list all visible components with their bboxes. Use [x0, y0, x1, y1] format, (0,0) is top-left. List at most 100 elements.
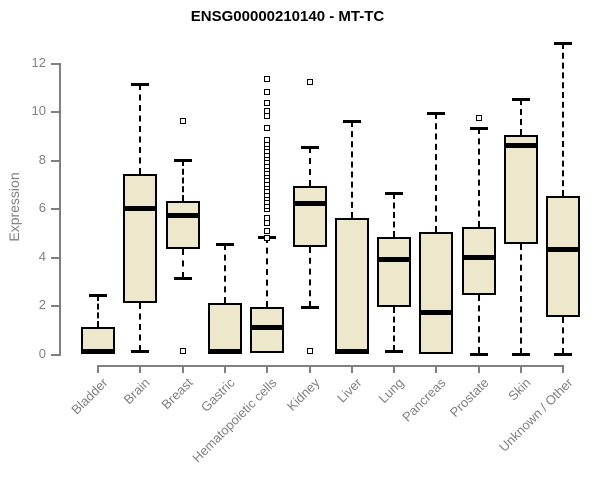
whisker-cap-lower-kidney: [300, 306, 319, 310]
whisker-lower-brain: [139, 302, 142, 352]
outlier-kidney: [306, 348, 313, 355]
y-tick-label: 10: [31, 103, 46, 118]
x-axis-tick: [435, 365, 438, 373]
whisker-cap-upper-prostate: [469, 126, 488, 130]
x-axis-tick: [393, 365, 396, 373]
box-kidney: [292, 186, 327, 247]
whisker-cap-lower-prostate: [469, 352, 488, 356]
whisker-upper-kidney: [308, 147, 311, 187]
median-pancreas: [419, 310, 454, 316]
whisker-cap-lower-brain: [131, 350, 150, 354]
y-tick-label: 8: [38, 151, 46, 167]
box-hematopoietic-cells: [250, 307, 285, 354]
whisker-upper-pancreas: [435, 113, 438, 233]
whisker-upper-lung: [393, 193, 396, 238]
x-axis-tick: [350, 365, 353, 373]
whisker-cap-upper-brain: [131, 83, 150, 87]
box-pancreas: [419, 232, 454, 354]
whisker-upper-skin: [520, 98, 522, 136]
chart-title: ENSG00000210140 - MT-TC: [190, 8, 385, 25]
median-lung: [377, 256, 412, 262]
median-prostate: [461, 254, 496, 260]
whisker-upper-bladder: [97, 295, 99, 327]
whisker-lower-kidney: [308, 246, 311, 308]
y-axis-tick: [51, 62, 59, 65]
whisker-cap-lower-unknown-other: [554, 352, 573, 356]
y-tick-label: 12: [31, 54, 46, 70]
box-skin: [504, 135, 538, 245]
whisker-cap-upper-skin: [512, 97, 530, 101]
whisker-cap-lower-lung: [385, 350, 404, 354]
whisker-cap-lower-breast: [173, 277, 192, 281]
x-axis-tick: [308, 365, 311, 373]
median-breast: [165, 213, 200, 219]
x-axis-line: [97, 365, 565, 367]
box-unknown-other: [546, 195, 581, 318]
y-tick-label: 0: [38, 345, 46, 361]
whisker-cap-upper-pancreas: [427, 112, 446, 116]
whisker-upper-brain: [139, 84, 142, 175]
outlier-prostate: [475, 115, 482, 122]
whisker-cap-upper-lung: [385, 192, 404, 196]
outlier-hematopoietic-cells: [264, 137, 271, 144]
box-lung: [377, 237, 412, 308]
whisker-lower-unknown-other: [562, 317, 565, 354]
box-liver: [334, 217, 369, 354]
whisker-cap-upper-breast: [173, 158, 192, 162]
median-hematopoietic-cells: [250, 324, 285, 330]
x-axis-tick: [139, 365, 142, 373]
x-axis-tick: [477, 365, 480, 373]
outlier-breast: [179, 348, 186, 355]
x-axis-tick: [520, 365, 522, 373]
box-brain: [123, 174, 158, 303]
outlier-hematopoietic-cells: [264, 108, 271, 114]
y-axis-tick: [51, 256, 59, 259]
x-axis-tick: [223, 365, 226, 373]
median-bladder: [81, 349, 115, 355]
median-kidney: [292, 201, 327, 207]
whisker-upper-breast: [181, 159, 184, 201]
whisker-upper-unknown-other: [562, 43, 565, 196]
outlier-hematopoietic-cells: [264, 214, 271, 221]
y-axis-tick: [51, 208, 59, 210]
median-skin: [504, 142, 538, 148]
x-axis-tick: [97, 365, 99, 373]
x-axis-tick: [266, 365, 269, 373]
y-axis-tick: [51, 353, 59, 356]
median-gastric: [207, 349, 242, 355]
whisker-lower-prostate: [477, 295, 480, 354]
y-tick-label: 6: [38, 200, 46, 215]
outlier-breast: [179, 117, 186, 124]
median-unknown-other: [546, 247, 581, 253]
y-axis-tick: [51, 159, 59, 162]
whisker-cap-upper-unknown-other: [554, 42, 573, 46]
y-axis-tick: [51, 305, 59, 307]
whisker-upper-prostate: [477, 127, 480, 228]
whisker-upper-gastric: [223, 244, 226, 303]
outlier-hematopoietic-cells: [264, 228, 271, 235]
whisker-lower-lung: [393, 307, 396, 352]
box-prostate: [461, 227, 496, 296]
whisker-cap-upper-bladder: [89, 294, 107, 298]
outlier-hematopoietic-cells: [264, 124, 271, 131]
outlier-kidney: [306, 78, 313, 85]
whisker-lower-breast: [181, 249, 184, 279]
y-tick-label: 2: [38, 297, 46, 312]
x-axis-tick: [562, 365, 565, 373]
y-axis-line: [59, 62, 61, 356]
whisker-cap-upper-liver: [342, 119, 361, 123]
median-liver: [334, 349, 369, 355]
outlier-hematopoietic-cells: [264, 99, 271, 106]
whisker-upper-liver: [350, 120, 353, 218]
outlier-hematopoietic-cells: [264, 76, 271, 83]
x-axis-tick: [181, 365, 184, 373]
median-brain: [123, 206, 158, 211]
y-tick-label: 4: [38, 248, 46, 264]
whisker-cap-lower-skin: [512, 352, 530, 356]
box-gastric: [207, 302, 242, 354]
y-axis-tick: [51, 111, 59, 113]
whisker-cap-upper-gastric: [215, 243, 234, 247]
whisker-upper-hematopoietic-cells: [266, 237, 269, 308]
whisker-cap-upper-kidney: [300, 146, 319, 150]
